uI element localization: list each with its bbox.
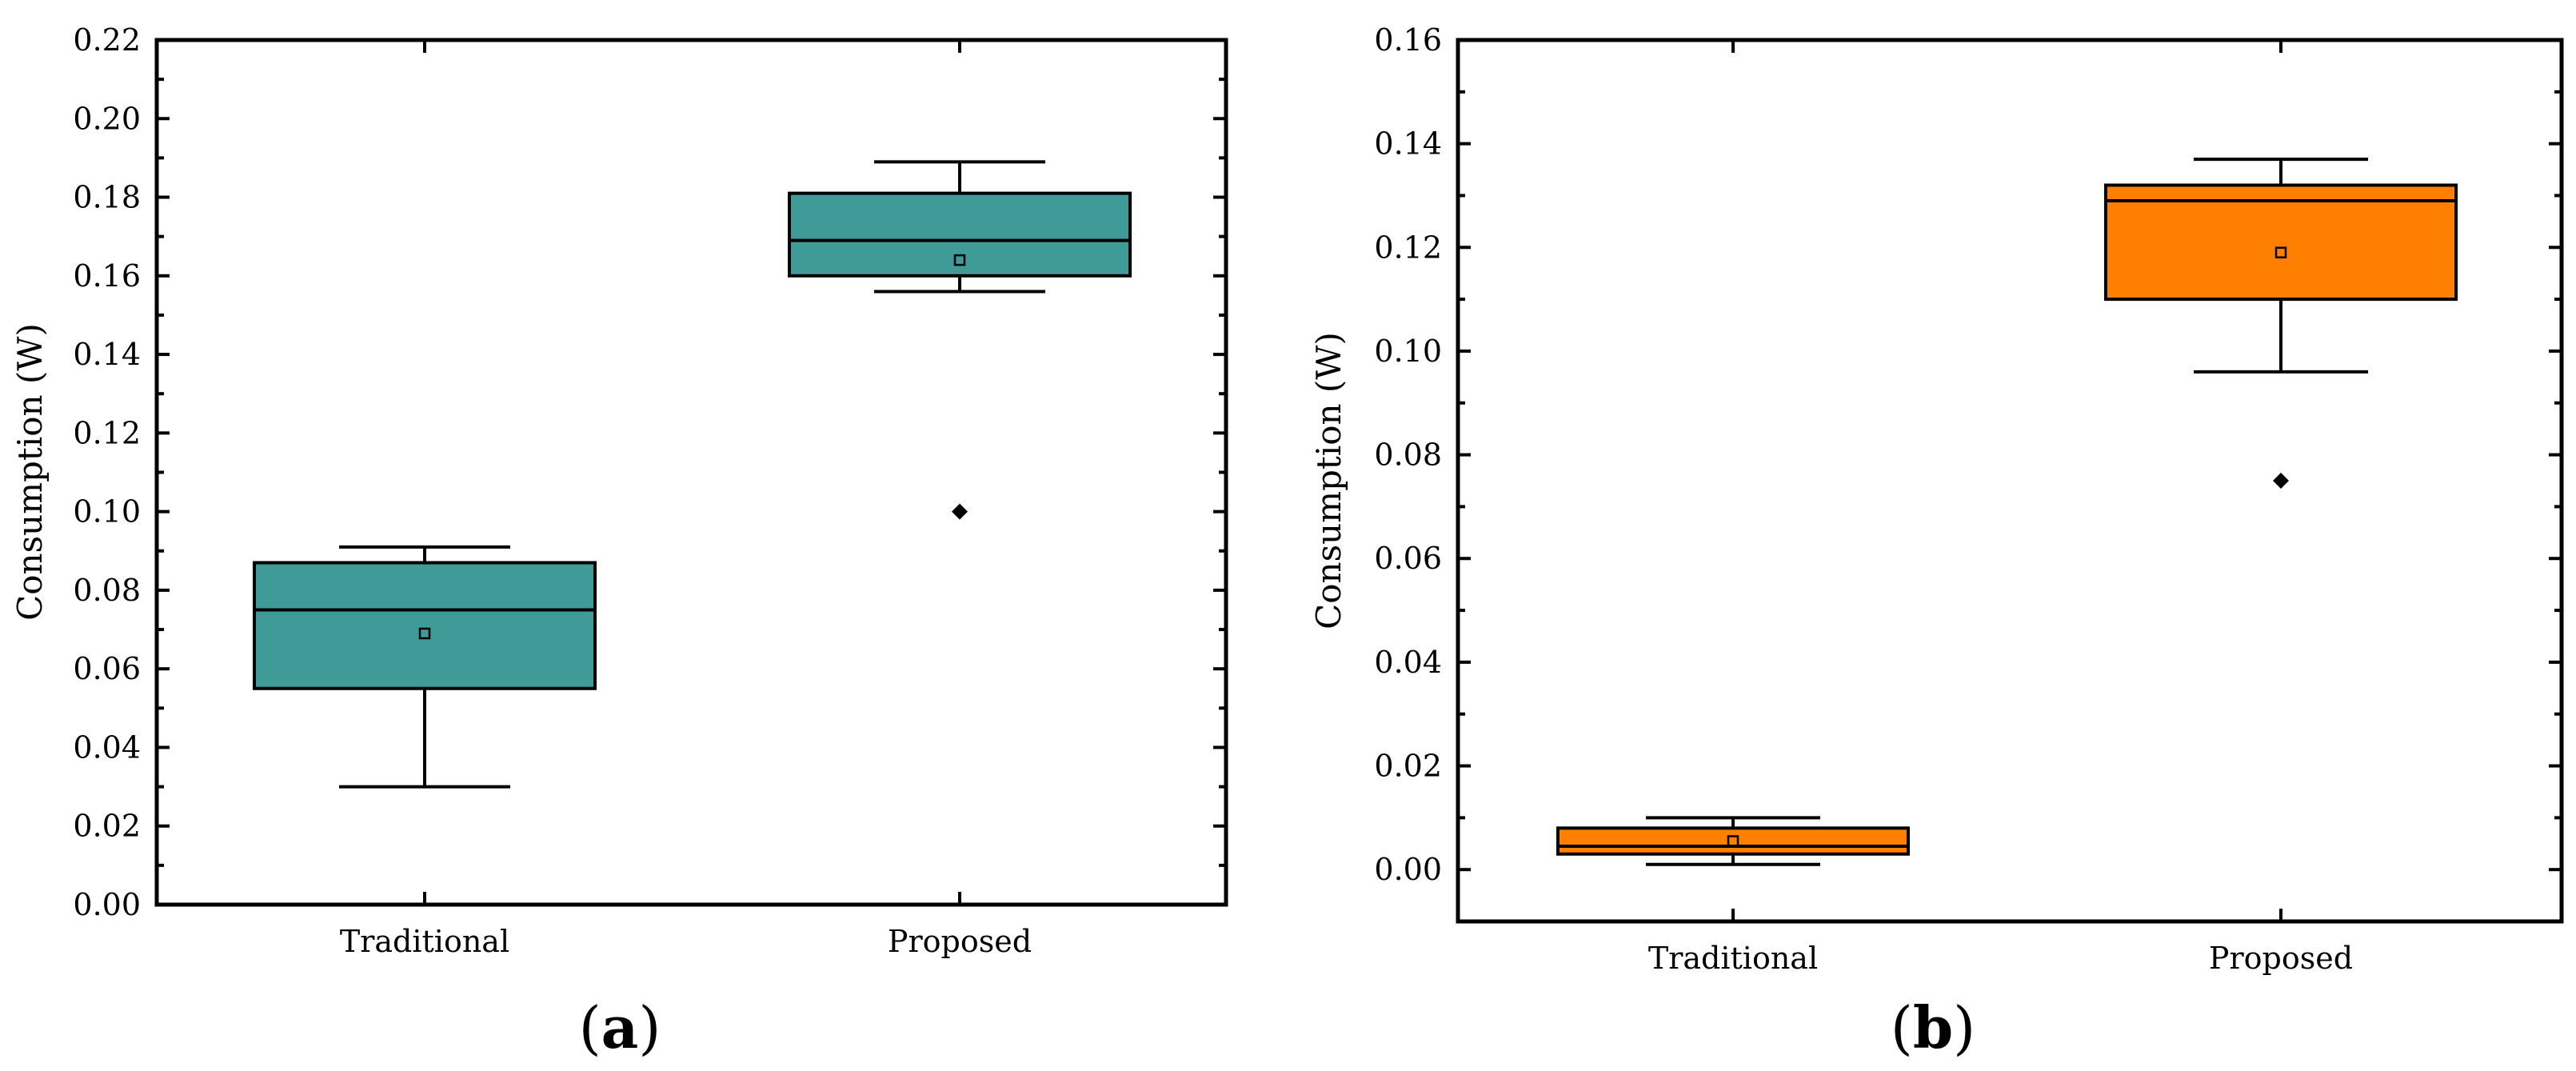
y-tick-label: 0.08: [73, 573, 141, 608]
y-axis-title: Consumption (W): [1309, 332, 1348, 629]
y-tick-label: 0.18: [73, 180, 141, 215]
mean-marker: [953, 254, 966, 266]
mean-marker: [1727, 835, 1739, 847]
box-iqr: [788, 191, 1132, 278]
x-tick-label: Traditional: [1648, 941, 1818, 976]
plot-frame: [154, 38, 1228, 907]
y-tick-label: 0.04: [73, 729, 141, 765]
box-proposed: [788, 160, 1132, 520]
panel-label-open-paren: (: [579, 994, 601, 1061]
y-tick-label: 0.02: [73, 809, 141, 844]
panel-label-open-paren: (: [1891, 994, 1913, 1061]
x-tick-label: Proposed: [2209, 941, 2353, 976]
box-iqr: [253, 561, 597, 690]
y-tick-label: 0.16: [73, 258, 141, 294]
y-tick-label: 0.22: [73, 22, 141, 58]
panel-label-letter: b: [1913, 993, 1953, 1061]
y-tick-label: 0.12: [1374, 230, 1442, 265]
panel-label-close-paren: ): [638, 994, 661, 1061]
y-tick-label: 0.08: [1374, 438, 1442, 473]
y-tick-label: 0.16: [1374, 22, 1442, 58]
chart-panel-a: 0.00 0.02 0.04 0.06 0.08 0.10 0.12 0.14 0.16 0.18…: [10, 22, 1228, 1061]
outlier-marker: [2273, 473, 2289, 489]
y-tick-label: 0.20: [73, 101, 141, 136]
outlier-marker: [952, 503, 968, 520]
y-tick-label: 0.04: [1374, 645, 1442, 680]
y-tick-label: 0.10: [1374, 334, 1442, 369]
x-tick-label: Proposed: [888, 924, 1032, 959]
y-tick-label: 0.06: [1374, 541, 1442, 576]
y-tick-label: 0.12: [73, 415, 141, 450]
y-tick-label: 0.02: [1374, 749, 1442, 784]
box-traditional: [253, 545, 597, 789]
panel-label-close-paren: ): [1953, 994, 1975, 1061]
y-axis-title: Consumption (W): [10, 323, 50, 621]
panel-label: (b): [1891, 993, 1976, 1061]
y-tick-label: 0.10: [73, 494, 141, 530]
box-iqr: [1556, 826, 1910, 856]
mean-marker: [2274, 246, 2287, 259]
mean-marker: [418, 627, 431, 640]
box-proposed: [2104, 158, 2458, 489]
box-traditional: [1556, 816, 1910, 866]
y-tick-label: 0.06: [73, 651, 141, 686]
y-tick-label: 0.00: [1374, 852, 1442, 887]
panel-label-letter: a: [601, 993, 639, 1061]
y-tick-label: 0.14: [73, 337, 141, 372]
box-iqr: [2104, 183, 2458, 302]
x-tick-label: Traditional: [340, 924, 509, 959]
y-tick-label: 0.14: [1374, 126, 1442, 162]
panel-label: (a): [579, 993, 661, 1061]
chart-panel-b: 0.00 0.02 0.04 0.06 0.08 0.10 0.12 0.14 0.16 Trad…: [1309, 22, 2564, 1061]
y-tick-label: 0.00: [73, 887, 141, 922]
plot-frame: [1456, 38, 2564, 924]
